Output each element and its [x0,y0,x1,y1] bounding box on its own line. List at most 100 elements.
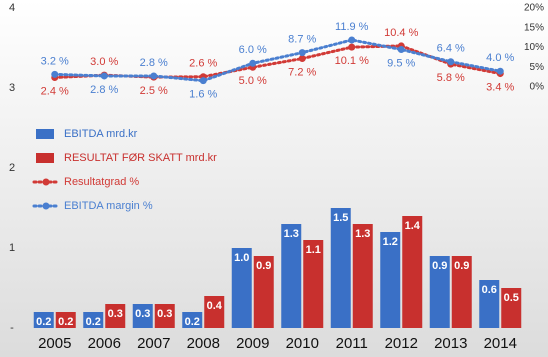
line-point [100,72,108,80]
line-label: 3.4 % [486,81,514,93]
line-point [199,77,207,85]
x-tick-label: 2013 [434,335,467,352]
bar-label: 0.9 [256,260,271,272]
x-tick-label: 2009 [236,335,269,352]
line-label: 6.4 % [437,43,465,55]
line-label: 11.9 % [335,21,369,33]
bar-label: 0.4 [207,300,223,312]
line-label: 2.6 % [189,58,217,70]
bar-label: 0.2 [36,316,51,328]
bar-label: 1.3 [355,228,370,240]
line-label: 6.0 % [239,44,267,56]
line-label: 2.8 % [90,84,118,96]
bar-label: 0.3 [157,308,172,320]
bar [132,304,153,328]
legend-marker [42,202,50,210]
line-label: 10.4 % [384,27,418,39]
bar [303,240,324,328]
line [53,38,502,83]
bar [402,216,423,328]
line-point [51,70,59,78]
bar-label: 1.3 [284,228,299,240]
line-point [496,67,504,75]
bar [330,208,351,328]
line-label: 4.0 % [486,52,514,64]
bar [281,224,302,328]
line-label: 3.2 % [41,55,69,67]
bar-label: 1.0 [234,252,249,264]
y2-tick-label: 20% [524,3,544,14]
bar-label: 1.1 [306,244,321,256]
bar-label: 1.2 [383,236,398,248]
line-point [397,45,405,53]
y-tick-label: 1 [9,242,15,254]
bar [451,256,472,328]
bar-label: 1.5 [333,212,348,224]
legend-marker [42,178,50,186]
bar-label: 0.2 [58,316,73,328]
line-label: 2.4 % [41,85,69,97]
line-point [150,72,158,80]
bar [479,280,500,328]
bar [105,304,126,328]
x-tick-label: 2010 [286,335,319,352]
x-tick-label: 2011 [336,335,368,352]
bar [55,312,76,328]
line-label: 7.2 % [288,66,316,78]
y-tick-label: 3 [9,82,15,94]
line-point [249,59,257,67]
line-point [348,43,356,51]
y2-tick-label: 10% [524,42,544,53]
bar-label: 0.6 [482,284,497,296]
bar-label: 0.9 [454,260,469,272]
y-tick-label: 4 [9,2,15,14]
line-label: 10.1 % [335,55,369,67]
y-tick-label: - [10,322,14,334]
legend-swatch [36,129,54,139]
y2-tick-label: 15% [524,22,544,33]
x-tick-label: 2007 [137,335,170,352]
legend-swatch [36,153,54,163]
line-point [348,36,356,44]
bar [352,224,373,328]
bar [204,296,225,328]
line-label: 1.6 % [189,89,217,101]
bar [33,312,54,328]
line-point [298,55,306,63]
bar [83,312,104,328]
bar-label: 0.9 [432,260,447,272]
line-label: 3.0 % [90,56,118,68]
x-tick-label: 2008 [187,335,220,352]
legend-label: EBITDA mrd.kr [64,128,138,140]
line-point [298,49,306,57]
x-tick-label: 2014 [484,335,517,352]
line-label: 2.5 % [140,85,168,97]
line-point [447,58,455,66]
x-tick-label: 2012 [385,335,418,352]
line-label: 8.7 % [288,34,316,46]
bar [253,256,274,328]
bar-label: 1.4 [405,220,421,232]
line-label: 5.0 % [239,75,267,87]
bar [380,232,401,328]
bar-label: 0.5 [504,292,519,304]
x-tick-label: 2006 [88,335,121,352]
line-label: 9.5 % [387,57,415,69]
legend-label: EBITDA margin % [64,200,153,212]
line-label: 5.8 % [437,72,465,84]
y-tick-label: 2 [9,162,15,174]
bar [231,248,252,328]
bar [182,312,203,328]
bar-label: 0.3 [135,308,150,320]
bar [501,288,522,328]
bar-label: 0.2 [185,316,200,328]
line-label: 2.8 % [140,57,168,69]
y2-tick-label: 5% [530,62,545,73]
bar-label: 0.2 [86,316,101,328]
x-tick-label: 2005 [38,335,71,352]
y2-tick-label: 0% [530,82,545,93]
bar [429,256,450,328]
bar [154,304,175,328]
bar-label: 0.3 [108,308,123,320]
